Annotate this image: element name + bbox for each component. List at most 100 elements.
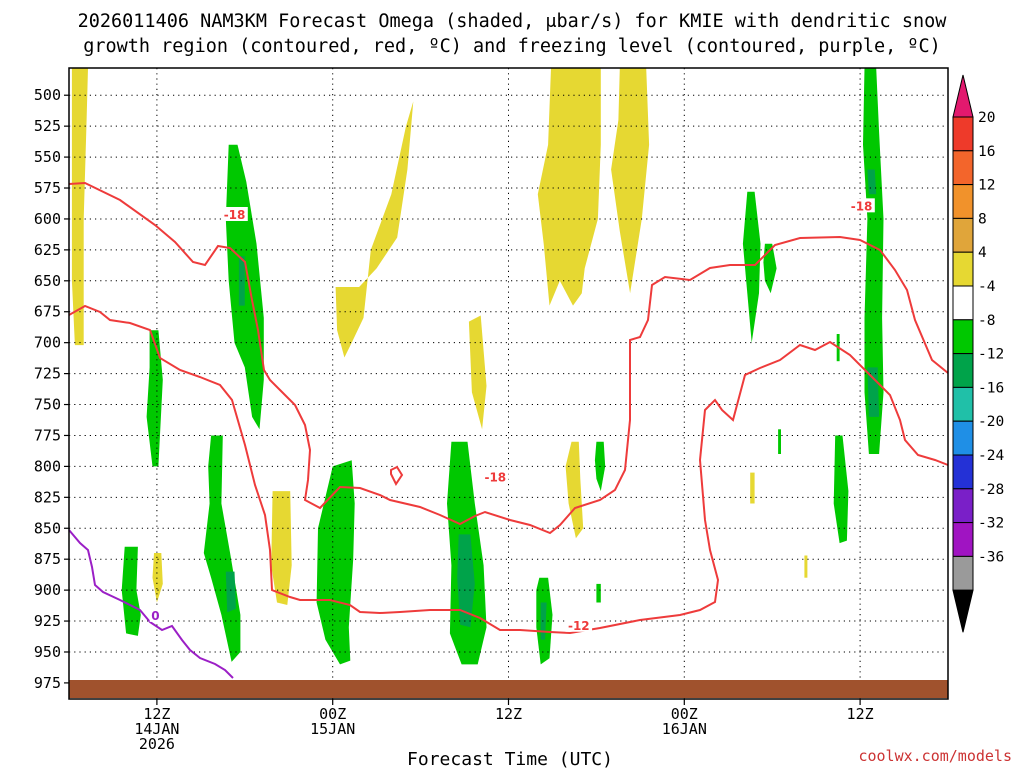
- contour-minus12-lower: [68, 304, 949, 635]
- ground-surface: [69, 680, 948, 698]
- contour-label-bg-1: [482, 469, 509, 484]
- omega-region-neg8-29: [867, 169, 877, 195]
- colorbar-bottom-arrow: [952, 589, 974, 633]
- contour-label-bg-2: [848, 198, 875, 213]
- contour-label-bg-4: [149, 607, 162, 622]
- colorbar-segment-2: [952, 150, 974, 186]
- omega-region-neg8-28: [540, 602, 547, 640]
- contour-minus18-small-loop: [390, 465, 404, 486]
- colorbar-top-arrow: [952, 74, 974, 118]
- omega-region-neg4-18: [596, 583, 601, 603]
- x-tick-label-18-0: 00Z: [319, 705, 346, 723]
- omega-region-neg4-12: [203, 435, 241, 662]
- colorbar-label-4: 4: [978, 245, 987, 261]
- omega-region-pos4-2: [537, 68, 601, 306]
- colorbar-segment-9: [952, 386, 974, 422]
- y-tick-label-600: 600: [34, 210, 61, 228]
- colorbar-segment-10: [952, 420, 974, 456]
- y-tick-label-975: 975: [34, 674, 61, 692]
- colorbar-label-13: -36: [978, 549, 1004, 565]
- omega-region-pos4-4: [468, 315, 487, 430]
- colorbar-segment-13: [952, 522, 974, 557]
- colorbar-label-6: -8: [978, 313, 995, 329]
- colorbar-segment-12: [952, 488, 974, 524]
- x-tick-label-18-1: 15JAN: [310, 720, 355, 738]
- colorbar-label-11: -28: [978, 482, 1004, 498]
- contour-label-2: -18: [851, 199, 873, 213]
- y-tick-label-700: 700: [34, 334, 61, 352]
- x-tick-label-6-1: 14JAN: [134, 720, 179, 738]
- contour-label-1: -18: [484, 470, 506, 484]
- colorbar-segment-8: [952, 353, 974, 388]
- y-tick-label-850: 850: [34, 519, 61, 537]
- contour-label-bg-3: [565, 617, 593, 632]
- colorbar-segment-14: [952, 555, 974, 591]
- omega-region-pos4-0: [71, 68, 88, 346]
- omega-region-neg8-27: [457, 534, 475, 628]
- omega-region-neg4-19: [742, 191, 761, 343]
- x-tick-label-6-0: 12Z: [143, 705, 170, 723]
- contour-label-bg-0: [221, 206, 248, 221]
- omega-region-neg4-13: [121, 546, 141, 636]
- colorbar-segment-1: [952, 116, 974, 152]
- y-tick-label-575: 575: [34, 179, 61, 197]
- omega-region-pos4-6: [271, 491, 292, 605]
- chart-title-line1: 2026011406 NAM3KM Forecast Omega (shaded…: [78, 11, 948, 32]
- colorbar-segment-5: [952, 251, 974, 287]
- y-tick-label-500: 500: [34, 86, 61, 104]
- contour-labels: -18 -18 -18 -12 0: [149, 198, 875, 633]
- y-tick-label-925: 925: [34, 612, 61, 630]
- x-tick-label-54-0: 12Z: [847, 705, 874, 723]
- y-tick-label-950: 950: [34, 643, 61, 661]
- contour-label-4: 0: [151, 609, 159, 623]
- colorbar-label-12: -32: [978, 516, 1004, 532]
- temperature-contours: [68, 181, 949, 679]
- colorbar-segment-6: [952, 285, 974, 321]
- y-tick-label-550: 550: [34, 148, 61, 166]
- omega-region-pos4-9: [804, 555, 808, 578]
- y-tick-label-825: 825: [34, 488, 61, 506]
- omega-region-neg4-24: [863, 68, 884, 454]
- omega-region-pos4-3: [611, 68, 650, 294]
- y-tick-label-875: 875: [34, 550, 61, 568]
- omega-region-neg8-25: [238, 256, 245, 306]
- omega-region-pos4-7: [152, 553, 163, 603]
- colorbar-segment-11: [952, 454, 974, 490]
- omega-colorbar: 20 16 12 8 4 -4 -8 -12 -16 -20 -24 -28 -32 -36: [952, 74, 1004, 633]
- omega-shading: [71, 68, 884, 665]
- y-tick-label-900: 900: [34, 581, 61, 599]
- omega-region-neg4-14: [316, 460, 355, 665]
- x-axis-label: Forecast Time (UTC): [407, 749, 613, 768]
- colorbar-segment-4: [952, 217, 974, 253]
- y-tick-label-725: 725: [34, 365, 61, 383]
- omega-region-neg4-11: [146, 330, 163, 467]
- chart-title-line2: growth region (contoured, red, ºC) and f…: [83, 36, 941, 57]
- colorbar-label-0: 20: [978, 110, 995, 126]
- colorbar-label-3: 8: [978, 211, 987, 227]
- omega-region-pos4-8: [750, 472, 755, 504]
- y-tick-label-650: 650: [34, 272, 61, 290]
- x-tick-label-30-0: 12Z: [495, 705, 522, 723]
- colorbar-label-8: -16: [978, 380, 1004, 396]
- y-tick-label-675: 675: [34, 303, 61, 321]
- freezing-level-contour: [68, 529, 234, 679]
- contour-minus18-upper: [68, 181, 949, 535]
- colorbar-segment-3: [952, 184, 974, 219]
- pressure-axis: 500 525 550 575 600 625 650 675 700 725 750 775 800 8…: [34, 86, 69, 692]
- colorbar-label-2: 12: [978, 178, 995, 194]
- y-tick-label-775: 775: [34, 426, 61, 444]
- omega-region-neg4-21: [778, 429, 781, 454]
- omega-region-pos4-5: [565, 441, 584, 539]
- omega-region-neg8-26: [225, 571, 236, 613]
- colorbar-label-7: -12: [978, 347, 1004, 363]
- x-tick-label-42-1: 16JAN: [662, 720, 707, 738]
- y-tick-label-750: 750: [34, 396, 61, 414]
- credit-text: coolwx.com/models: [858, 747, 1012, 765]
- dotted-gridlines: [69, 68, 948, 699]
- colorbar-label-5: -4: [978, 279, 996, 295]
- omega-region-neg4-23: [833, 435, 849, 544]
- y-tick-label-625: 625: [34, 241, 61, 259]
- colorbar-label-9: -20: [978, 414, 1004, 430]
